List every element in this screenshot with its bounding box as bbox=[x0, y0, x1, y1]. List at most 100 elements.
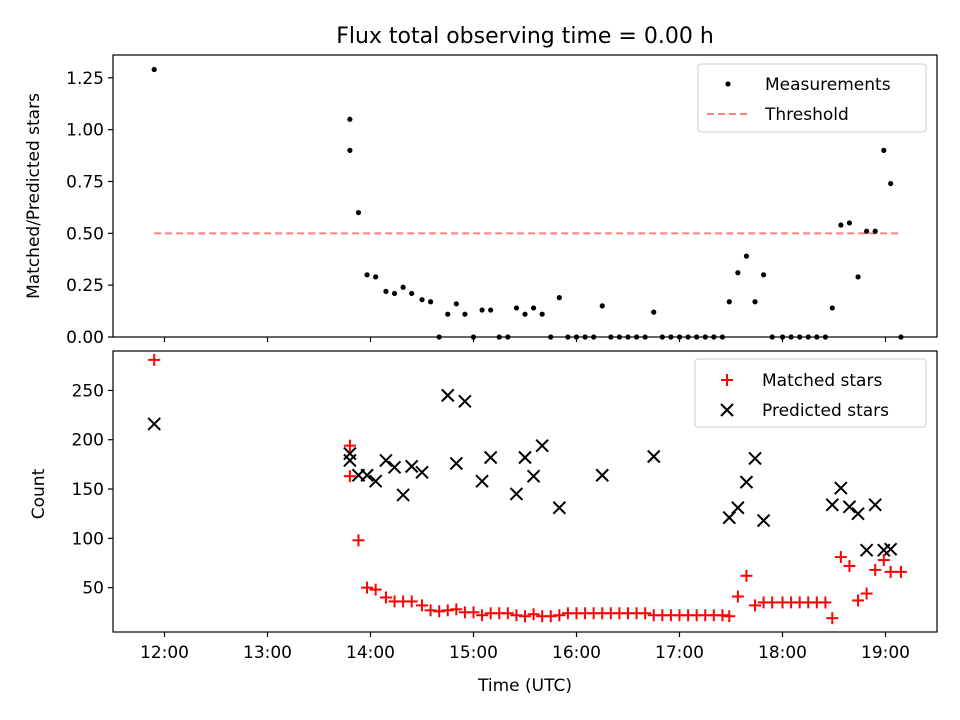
measurement-point bbox=[373, 274, 379, 280]
measurement-point bbox=[735, 270, 741, 276]
top-chart-title: Flux total observing time = 0.00 h bbox=[336, 24, 714, 49]
top-legend-box bbox=[697, 63, 927, 133]
predicted-star-point bbox=[415, 465, 429, 479]
bottom-y-tick-label: 250 bbox=[72, 381, 104, 401]
legend-label-measurements: Measurements bbox=[765, 75, 891, 95]
predicted-star-point bbox=[147, 417, 161, 431]
measurement-point bbox=[151, 66, 157, 73]
measurement-point bbox=[347, 147, 353, 153]
matched-star-point bbox=[834, 551, 847, 564]
measurement-point bbox=[522, 311, 528, 317]
bottom-y-tick-label: 100 bbox=[72, 529, 104, 549]
bottom-y-tick-label: 150 bbox=[72, 480, 104, 500]
measurement-point bbox=[445, 311, 451, 317]
predicted-star-point bbox=[449, 456, 464, 471]
matched-star-point bbox=[639, 607, 652, 620]
top-y-axis-label: Matched/Predicted stars bbox=[24, 93, 44, 299]
top-panel: Flux total observing time = 0.00 h 0.00 0… bbox=[24, 24, 938, 348]
predicted-star-point bbox=[851, 506, 865, 521]
measurement-point bbox=[347, 116, 353, 122]
bottom-legend: Matched stars Predicted stars bbox=[694, 358, 927, 428]
top-y-tick-label: 0.00 bbox=[66, 328, 104, 348]
predicted-star-point bbox=[526, 469, 541, 483]
measurement-point bbox=[846, 220, 853, 226]
matched-star-point bbox=[894, 565, 907, 578]
top-y-tick-label: 0.50 bbox=[66, 224, 104, 244]
predicted-star-point bbox=[475, 474, 489, 488]
measurement-point bbox=[530, 305, 537, 311]
top-axes-frame bbox=[112, 54, 938, 338]
measurement-point bbox=[556, 295, 562, 301]
predicted-star-point bbox=[739, 475, 754, 489]
measurement-point bbox=[409, 290, 415, 297]
bottom-marks bbox=[147, 353, 907, 625]
matched-star-point bbox=[148, 353, 161, 366]
top-x-ticks bbox=[163, 337, 887, 342]
measurement-point bbox=[599, 303, 605, 309]
matched-star-point bbox=[826, 612, 839, 625]
legend-marker-measurements bbox=[725, 81, 731, 87]
predicted-star-point bbox=[518, 450, 532, 465]
predicted-star-point bbox=[756, 513, 771, 528]
top-y-tick-label: 0.75 bbox=[66, 172, 104, 192]
predicted-star-point bbox=[379, 453, 393, 468]
predicted-star-point bbox=[859, 543, 874, 557]
legend-marker-matched-stars bbox=[721, 374, 733, 386]
predicted-star-point bbox=[441, 388, 455, 403]
predicted-star-point bbox=[509, 487, 524, 501]
bottom-x-tick-label: 15:00 bbox=[449, 643, 498, 663]
predicted-star-point bbox=[748, 451, 762, 466]
measurement-point bbox=[761, 272, 767, 278]
measurement-point bbox=[391, 290, 398, 297]
matched-star-point bbox=[527, 608, 540, 621]
matched-star-point bbox=[884, 565, 897, 578]
legend-marker-predicted-stars bbox=[720, 403, 734, 417]
matched-star-point bbox=[740, 569, 753, 582]
matched-star-point bbox=[501, 607, 514, 620]
predicted-star-point bbox=[825, 498, 839, 512]
legend-label-matched-stars: Matched stars bbox=[762, 371, 882, 391]
measurement-point bbox=[743, 253, 750, 259]
predicted-star-point bbox=[483, 450, 498, 465]
measurement-point bbox=[383, 288, 389, 294]
predicted-star-point bbox=[842, 500, 857, 514]
predicted-star-point bbox=[647, 449, 661, 464]
top-y-ticks: 0.00 0.25 0.50 0.75 1.00 1.25 bbox=[66, 69, 113, 348]
matched-star-point bbox=[731, 590, 744, 603]
predicted-star-point bbox=[404, 459, 419, 474]
bottom-y-ticks: 50 100 150 200 250 bbox=[72, 381, 113, 599]
predicted-star-point bbox=[731, 501, 745, 515]
measurement-point bbox=[881, 147, 887, 153]
matched-star-point bbox=[476, 609, 489, 622]
bottom-x-tick-label: 12:00 bbox=[140, 643, 189, 663]
matched-star-point bbox=[343, 470, 356, 483]
bottom-x-tick-label: 17:00 bbox=[655, 643, 704, 663]
measurement-point bbox=[651, 309, 657, 315]
bottom-x-ticks: 12:00 13:00 14:00 15:00 16:00 17:00 18:00 19:00 bbox=[140, 632, 910, 663]
measurement-point bbox=[838, 222, 844, 228]
matched-star-point bbox=[379, 591, 392, 604]
measurement-point bbox=[752, 299, 758, 305]
matched-star-point bbox=[749, 599, 762, 612]
matched-star-point bbox=[860, 587, 873, 600]
matched-star-point bbox=[852, 594, 865, 607]
matched-star-point bbox=[869, 563, 882, 576]
matched-star-point bbox=[766, 596, 779, 609]
bottom-x-axis-label: Time (UTC) bbox=[477, 676, 572, 696]
matched-star-point bbox=[352, 534, 365, 547]
matched-star-point bbox=[405, 595, 418, 608]
measurement-point bbox=[872, 228, 878, 234]
measurement-point bbox=[453, 301, 459, 307]
top-marks bbox=[151, 66, 904, 340]
measurement-point bbox=[726, 299, 732, 305]
matched-star-point bbox=[723, 610, 736, 623]
predicted-star-point bbox=[368, 474, 383, 488]
measurement-point bbox=[855, 274, 861, 280]
measurement-point bbox=[539, 311, 545, 317]
predicted-star-point bbox=[595, 468, 609, 482]
measurement-point bbox=[479, 307, 485, 313]
measurement-point bbox=[355, 209, 362, 216]
bottom-y-axis-label: Count bbox=[29, 468, 49, 519]
predicted-star-point bbox=[834, 481, 848, 495]
